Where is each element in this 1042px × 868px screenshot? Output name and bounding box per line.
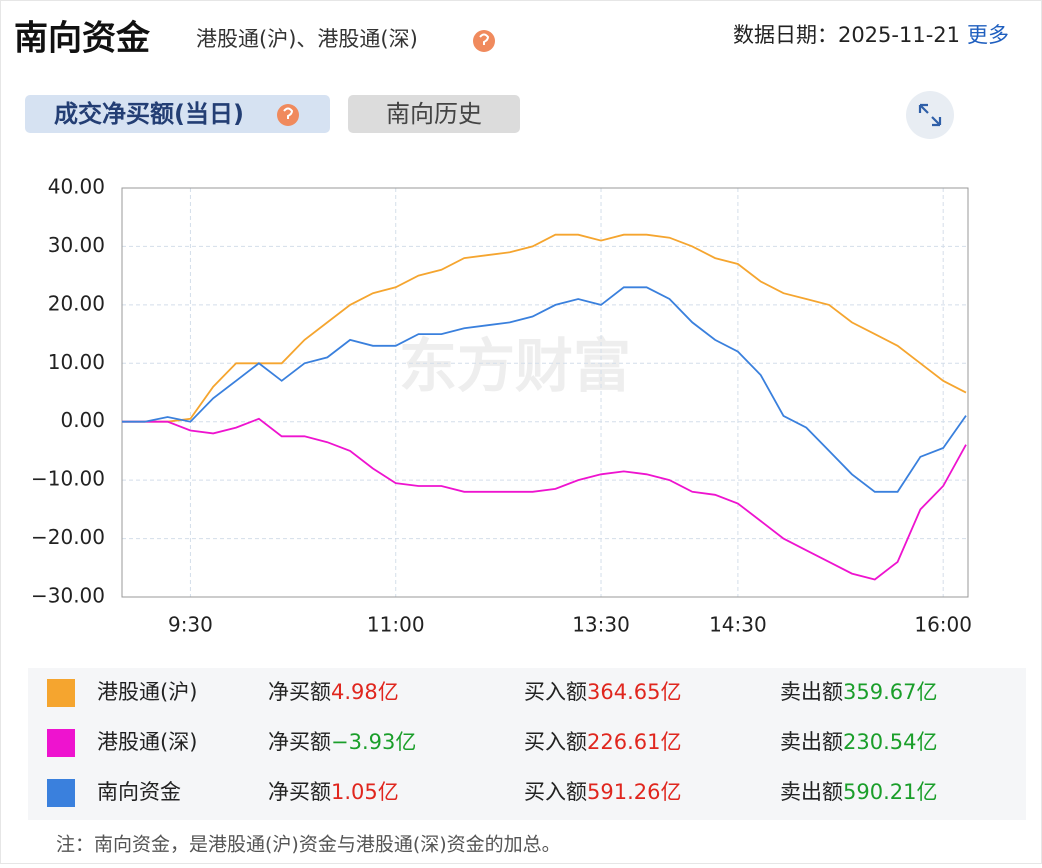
x-tick-label: 14:30 (709, 613, 767, 637)
summary-value: 591.26亿 (587, 780, 681, 804)
summary-label: 卖出额 (780, 780, 843, 804)
expand-button[interactable] (906, 91, 954, 139)
legend-label: 港股通(沪) (97, 680, 197, 704)
tab[interactable]: 南向历史 (386, 100, 482, 128)
series-line (122, 286, 967, 493)
summary-label: 卖出额 (780, 680, 843, 704)
summary-label: 净买额 (268, 730, 331, 754)
x-tick-label: 16:00 (914, 613, 972, 637)
summary-bg (28, 668, 1026, 820)
summary-value: −3.93亿 (331, 730, 416, 754)
y-tick-label: 0.00 (60, 408, 105, 432)
title: 南向资金 (14, 19, 151, 59)
legend-label: 港股通(深) (97, 730, 197, 754)
summary-label: 净买额 (268, 680, 331, 704)
summary-label: 买入额 (524, 680, 587, 704)
summary-value: 4.98亿 (331, 680, 399, 704)
y-tick-label: 40.00 (48, 175, 105, 199)
summary-label: 净买额 (268, 780, 331, 804)
watermark: 东方财富 (399, 332, 631, 400)
series-line (122, 417, 967, 581)
legend-swatch (47, 679, 75, 707)
tab-inactive[interactable] (348, 95, 520, 133)
summary-value: 359.67亿 (843, 680, 937, 704)
x-tick-label: 13:30 (572, 613, 630, 637)
summary-label: 卖出额 (780, 730, 843, 754)
subtitle: 港股通(沪)、港股通(深) (196, 27, 418, 51)
summary-value: 226.61亿 (587, 730, 681, 754)
y-tick-label: −10.00 (31, 467, 105, 491)
summary-label: 买入额 (524, 730, 587, 754)
plot-frame (121, 187, 969, 598)
legend-swatch (47, 729, 75, 757)
summary-value: 590.21亿 (843, 780, 937, 804)
tab[interactable]: 成交净买额(当日) (54, 100, 244, 128)
legend-swatch (47, 779, 75, 807)
note: 注：南向资金，是港股通(沪)资金与港股通(深)资金的加总。 (56, 834, 561, 856)
y-tick-label: 20.00 (48, 291, 105, 315)
legend-label: 南向资金 (97, 780, 181, 804)
tab-active[interactable] (25, 95, 330, 133)
series-line (122, 233, 967, 423)
summary-value: 364.65亿 (587, 680, 681, 704)
summary-label: 买入额 (524, 780, 587, 804)
x-tick-label: 11:00 (367, 613, 425, 637)
y-tick-label: −30.00 (31, 584, 105, 608)
summary-value: 230.54亿 (843, 730, 937, 754)
y-tick-label: −20.00 (31, 525, 105, 549)
y-tick-label: 10.00 (48, 350, 105, 374)
summary-value: 1.05亿 (331, 780, 399, 804)
x-tick-label: 9:30 (168, 613, 213, 637)
y-tick-label: 30.00 (48, 233, 105, 257)
more-link[interactable]: 更多 (967, 23, 1009, 47)
date: 数据日期：2025-11-21 (733, 23, 960, 47)
